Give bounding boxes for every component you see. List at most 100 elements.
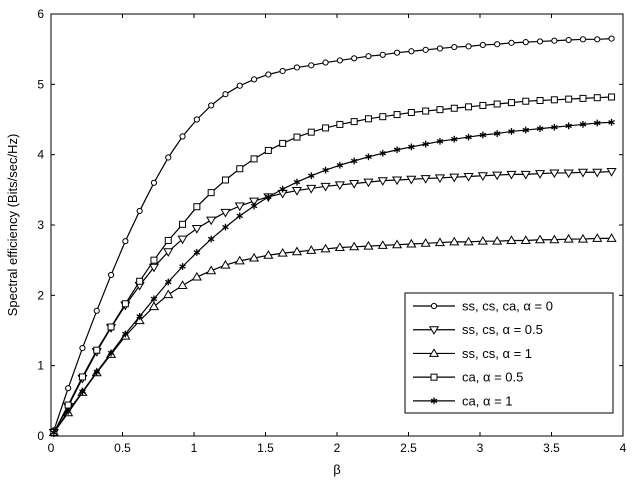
data-point (134, 315, 145, 325)
data-point (379, 149, 387, 157)
data-point (508, 39, 515, 46)
data-point (248, 252, 260, 262)
data-point (377, 177, 388, 186)
data-point (234, 202, 245, 212)
data-point (536, 38, 544, 45)
data-point (606, 233, 617, 242)
data-point (164, 278, 172, 286)
data-point (64, 401, 72, 409)
data-point (207, 235, 215, 243)
data-point (293, 133, 301, 141)
data-point (163, 289, 174, 299)
data-point (350, 118, 358, 126)
data-point (579, 36, 587, 43)
x-tick-label: 4 (620, 441, 627, 455)
data-point (279, 139, 287, 147)
data-point (436, 137, 444, 145)
data-point (236, 212, 244, 220)
legend: ss, cs, ca, α = 0 ss, cs, α = 0.5 ss, cs, … (404, 292, 614, 414)
data-point (563, 169, 574, 179)
y-tick-label: 3 (37, 218, 44, 232)
data-point (363, 178, 374, 188)
data-point (520, 235, 531, 244)
series-4 (50, 118, 615, 436)
data-point (136, 313, 143, 320)
data-point (494, 41, 501, 48)
data-point (107, 271, 115, 279)
data-point (122, 330, 129, 338)
data-point (220, 208, 231, 218)
data-point (522, 39, 529, 46)
data-point (264, 146, 272, 154)
legend-box (404, 292, 614, 414)
y-tick-label: 0 (37, 429, 44, 443)
y-tick-label: 2 (37, 288, 44, 302)
data-point (265, 193, 272, 201)
data-point (191, 271, 202, 281)
data-point (592, 168, 603, 178)
data-point (93, 346, 101, 354)
x-tick-label: 3 (477, 441, 484, 455)
data-point (565, 122, 572, 130)
data-point (277, 247, 288, 257)
data-point (406, 175, 417, 185)
legend-marker (430, 373, 438, 381)
data-point (136, 277, 144, 285)
series-line (53, 121, 612, 433)
data-point (349, 180, 360, 189)
x-axis-label: β (333, 462, 340, 477)
data-point (250, 76, 258, 83)
data-point (148, 263, 160, 273)
x-tick-label: 2 (334, 441, 341, 455)
data-point (594, 36, 601, 43)
data-point (148, 301, 160, 311)
series-line (53, 38, 612, 431)
legend-item: ca, α = 0.5 (413, 370, 523, 385)
data-point (493, 100, 501, 108)
data-point (520, 170, 531, 180)
data-point (220, 259, 231, 269)
data-point (308, 62, 315, 69)
y-tick-label: 6 (37, 7, 44, 21)
legend-label: ss, cs, α = 1 (462, 346, 532, 361)
y-tick-label: 5 (37, 77, 44, 91)
data-point (193, 203, 201, 211)
data-point (193, 249, 201, 256)
legend-label: ca, α = 1 (462, 393, 513, 408)
data-point (177, 235, 188, 245)
data-point (436, 45, 444, 52)
data-point (477, 235, 488, 245)
data-point (65, 385, 72, 392)
x-tick-label: 1 (191, 441, 198, 455)
data-point (434, 174, 446, 184)
data-point (320, 243, 331, 253)
data-point (436, 106, 444, 114)
data-point (493, 130, 501, 137)
data-point (307, 172, 315, 180)
data-point (191, 225, 202, 234)
axis-ticks: 0 0.5 1 1.5 2 2.5 3 3.5 4 0 1 2 3 4 5 6 (37, 7, 626, 455)
data-point (565, 36, 572, 44)
data-point (291, 187, 303, 196)
data-point (234, 255, 245, 265)
data-point (479, 41, 486, 49)
data-point (136, 207, 143, 215)
data-point (265, 71, 272, 78)
data-point (263, 250, 274, 259)
data-point (322, 124, 330, 132)
legend-marker (430, 302, 438, 310)
data-point (465, 133, 472, 141)
data-point (450, 104, 458, 112)
data-point (534, 234, 546, 244)
data-point (336, 161, 344, 169)
data-point (164, 236, 172, 244)
data-point (351, 55, 358, 62)
data-point (320, 182, 331, 192)
data-point (579, 94, 587, 102)
data-point (179, 263, 186, 270)
data-point (250, 202, 258, 210)
data-point (221, 176, 229, 184)
data-point (434, 237, 446, 247)
data-point (122, 238, 129, 245)
